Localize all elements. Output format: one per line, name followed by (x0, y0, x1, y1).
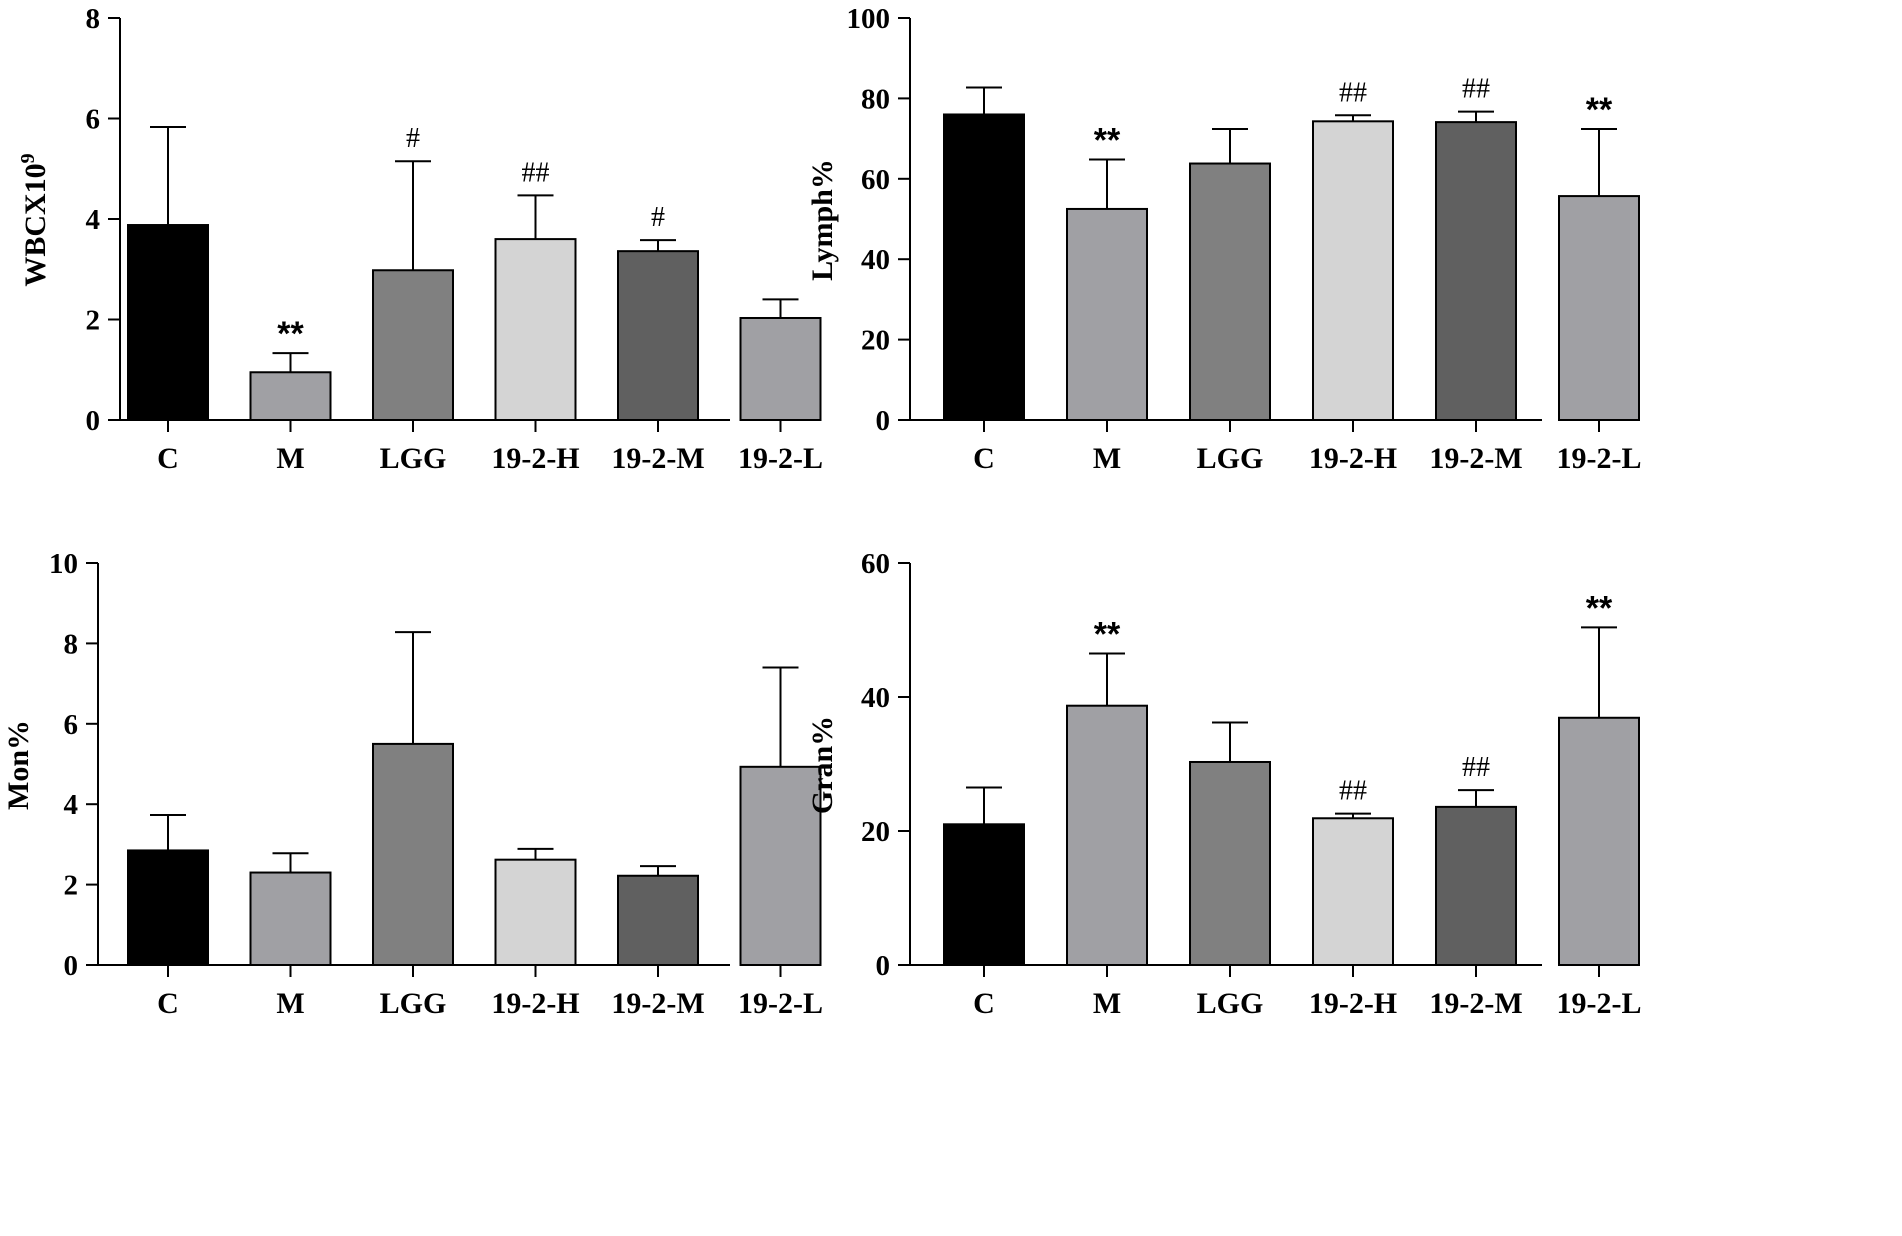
significance-label-19-2-H: ## (1339, 77, 1367, 108)
y-tick-label: 60 (861, 548, 890, 580)
y-axis-label: Mon% (2, 720, 35, 810)
x-tick-label-M: M (276, 442, 304, 475)
x-tick-label-LGG: LGG (1197, 987, 1264, 1020)
bar-C (943, 113, 1025, 421)
bar-LGG (1189, 162, 1271, 422)
bar-19-2-M (617, 250, 699, 421)
x-tick-label-C: C (973, 442, 995, 475)
y-tick-label: 60 (861, 164, 890, 196)
x-tick-label-19-2-M: 19-2-M (611, 442, 704, 475)
significance-label-19-2-H: ## (522, 157, 550, 188)
y-tick-label: 100 (847, 3, 891, 35)
x-tick-label-C: C (973, 987, 995, 1020)
significance-label-19-2-L: ** (1586, 589, 1613, 627)
x-tick-label-19-2-M: 19-2-M (1429, 442, 1522, 475)
x-tick-label-19-2-L: 19-2-L (1557, 987, 1642, 1020)
significance-label-19-2-M: # (651, 202, 665, 233)
y-axis-label: Gran% (806, 716, 839, 814)
bar-19-2-H (1312, 817, 1394, 967)
bar-C (127, 224, 209, 421)
bar-19-2-L (739, 316, 822, 421)
x-tick-label-19-2-H: 19-2-H (491, 987, 579, 1020)
significance-label-19-2-M: ## (1462, 752, 1490, 783)
x-tick-label-19-2-L: 19-2-L (738, 442, 823, 475)
bar-19-2-H (494, 238, 577, 421)
x-tick-label-M: M (1093, 442, 1121, 475)
y-tick-label: 40 (861, 244, 890, 276)
significance-label-M: ** (1094, 615, 1121, 653)
bar-LGG (1189, 760, 1271, 966)
bar-19-2-M (617, 874, 699, 966)
bar-M (249, 371, 332, 422)
y-tick-label: 40 (861, 682, 890, 714)
significance-label-19-2-L: ** (1586, 91, 1613, 129)
bar-19-2-L (739, 765, 822, 967)
y-tick-label: 0 (86, 405, 101, 437)
y-tick-label: 2 (86, 305, 101, 337)
chart-panel-1: 0 2 4 6 8 WBCX109 C M ** LGG #19-2-H ## 19-2-M #19-2-… (17, 3, 823, 475)
bar-C (127, 849, 209, 966)
chart-panel-3: 0 2 4 6 8 10 Mon% C M LGG 19-2-H 19-2-M 19-2-L (2, 548, 823, 1020)
bar-19-2-H (1312, 120, 1394, 422)
y-tick-label: 0 (876, 405, 891, 437)
x-tick-label-M: M (1093, 987, 1121, 1020)
x-tick-label-C: C (157, 987, 179, 1020)
bar-19-2-L (1558, 716, 1640, 967)
bar-19-2-L (1558, 195, 1640, 421)
significance-label-19-2-H: ## (1339, 776, 1367, 807)
significance-label-M: ** (1094, 122, 1121, 160)
y-tick-label: 0 (64, 950, 79, 982)
y-axis-label: Lymph% (806, 159, 839, 281)
bar-M (1066, 207, 1148, 421)
chart-panel-2: 0 20 40 60 80 100 Lymph% C M ** LGG 19-2-H ## 19-2-M #… (806, 3, 1642, 475)
y-tick-label: 8 (86, 3, 101, 35)
x-tick-label-19-2-L: 19-2-L (738, 987, 823, 1020)
x-tick-label-LGG: LGG (380, 442, 447, 475)
x-tick-label-19-2-L: 19-2-L (1557, 442, 1642, 475)
bar-LGG (372, 742, 454, 967)
x-tick-label-M: M (276, 987, 304, 1020)
x-tick-label-19-2-H: 19-2-H (1309, 987, 1397, 1020)
y-tick-label: 0 (876, 950, 891, 982)
chart-panel-4: 0 20 40 60 Gran% C M ** LGG 19-2-H ## 19-2-M ## 19-2-… (806, 548, 1642, 1020)
y-tick-label: 2 (64, 870, 79, 902)
y-tick-label: 4 (64, 789, 79, 821)
bar-19-2-M (1435, 121, 1517, 421)
y-tick-label: 20 (861, 325, 890, 357)
bar-M (249, 871, 332, 966)
bar-M (1066, 704, 1148, 967)
bar-19-2-H (494, 858, 577, 967)
x-tick-label-19-2-H: 19-2-H (1309, 442, 1397, 475)
x-tick-label-LGG: LGG (380, 987, 447, 1020)
significance-label-LGG: # (406, 123, 420, 154)
bar-C (943, 823, 1025, 966)
y-tick-label: 6 (64, 709, 79, 741)
y-tick-label: 10 (49, 548, 78, 580)
x-tick-label-19-2-H: 19-2-H (491, 442, 579, 475)
significance-label-19-2-M: ## (1462, 74, 1490, 105)
x-tick-label-C: C (157, 442, 179, 475)
x-tick-label-19-2-M: 19-2-M (611, 987, 704, 1020)
y-axis-label: WBCX109 (17, 153, 52, 286)
y-tick-label: 6 (86, 104, 101, 136)
bar-19-2-M (1435, 805, 1517, 966)
bar-LGG (372, 269, 454, 421)
y-tick-label: 20 (861, 816, 890, 848)
x-tick-label-19-2-M: 19-2-M (1429, 987, 1522, 1020)
significance-label-M: ** (277, 315, 304, 353)
y-tick-label: 80 (861, 83, 890, 115)
y-tick-label: 4 (86, 204, 101, 236)
y-tick-label: 8 (64, 628, 79, 660)
x-tick-label-LGG: LGG (1197, 442, 1264, 475)
